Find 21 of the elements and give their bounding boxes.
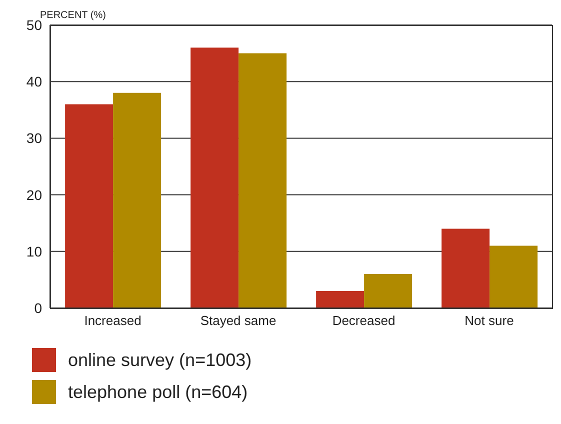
bar: [490, 246, 538, 308]
bar: [364, 274, 412, 308]
bar: [65, 104, 114, 308]
bar: [190, 48, 239, 308]
x-tick-label: Not sure: [464, 313, 514, 328]
y-tick-label: 20: [26, 186, 42, 203]
bar: [113, 92, 162, 308]
bar: [316, 291, 364, 308]
legend-label: telephone poll (n=604): [68, 382, 248, 402]
bar: [442, 228, 490, 308]
x-tick-label: Decreased: [332, 313, 396, 328]
y-tick-label: 40: [26, 74, 42, 90]
y-tick-label: 50: [26, 16, 42, 33]
y-tick-label: 10: [26, 243, 42, 260]
legend-label: online survey (n=1003): [68, 350, 252, 370]
y-tick-label: 30: [26, 130, 42, 146]
x-tick-label: Stayed same: [200, 313, 276, 328]
y-tick-label: 0: [34, 300, 42, 316]
x-tick-label: Increased: [84, 313, 142, 328]
y-axis-title: PERCENT (%): [40, 10, 106, 21]
bar: [238, 53, 287, 308]
